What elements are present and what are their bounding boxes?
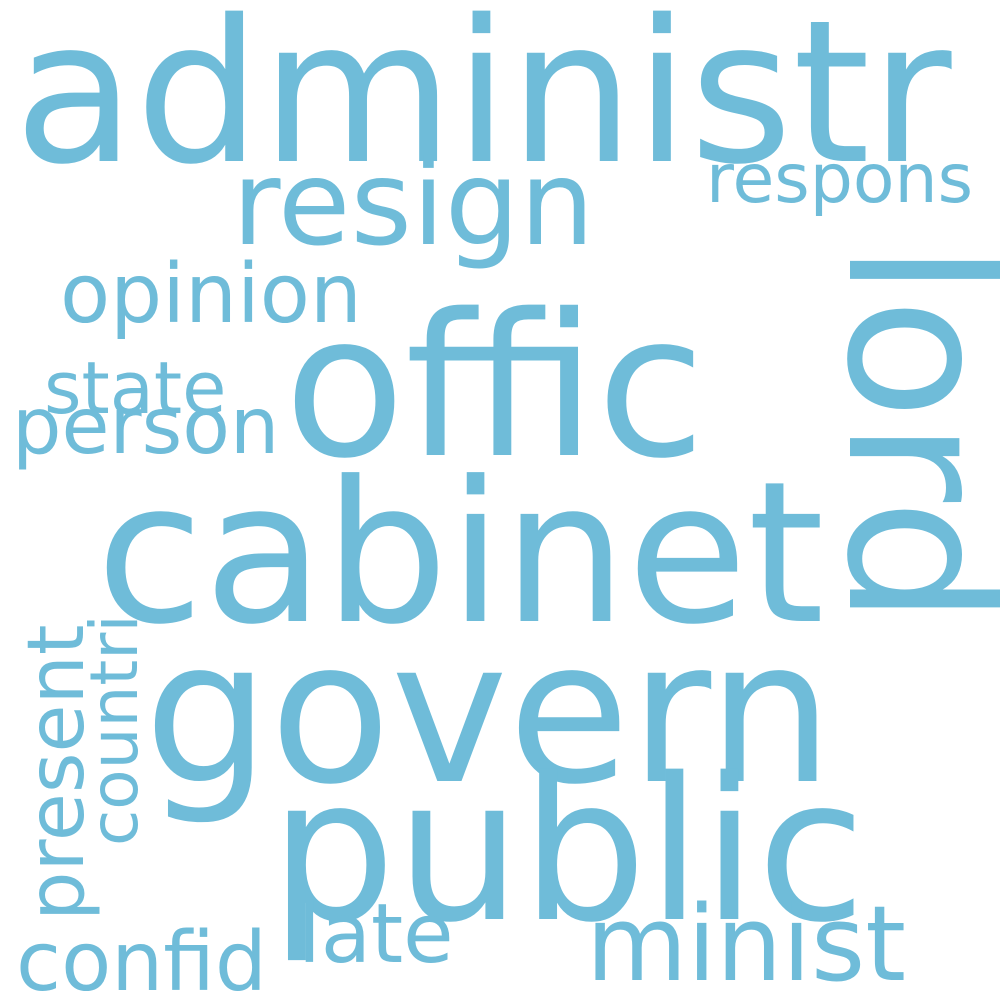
word-respons: respons (706, 140, 974, 219)
word-cabinet: cabinet (96, 440, 825, 668)
word-minist: minist (586, 883, 906, 1000)
word-late: late (298, 887, 454, 982)
word-resign: resign (232, 134, 595, 272)
word-person: person (12, 382, 280, 472)
word-state: state (44, 346, 227, 430)
word-administr: administr (14, 0, 952, 208)
word-countri: countri (76, 614, 153, 846)
word-confid: confid (16, 915, 267, 1000)
word-govern: govern (144, 597, 834, 828)
word-offic: offic (284, 271, 706, 502)
word-opinion: opinion (60, 247, 362, 342)
word-public: public (270, 735, 866, 966)
word-lord: lord (802, 242, 1000, 626)
